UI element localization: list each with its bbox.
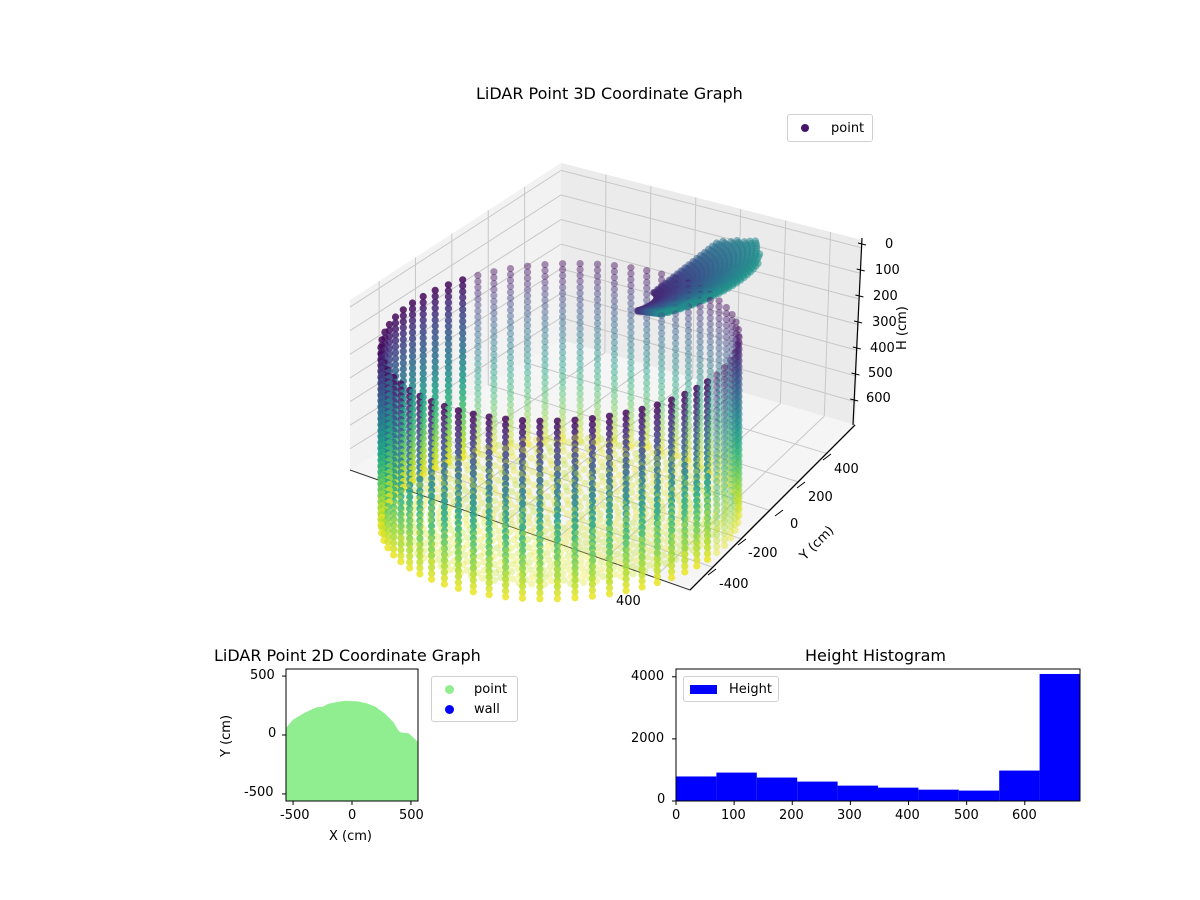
legend-point-marker-icon (801, 124, 809, 132)
y-tick-400: 400 (834, 462, 859, 477)
chart-2d-legend: point wall (431, 676, 518, 722)
chart-3d-legend: point (787, 114, 873, 142)
hist-y-tick-4000: 4000 (631, 669, 664, 684)
legend-height-swatch-icon (690, 685, 717, 694)
legend-point-label: point (831, 121, 864, 136)
x-tick-400: 400 (616, 594, 641, 609)
x2d-tick-0: 0 (348, 808, 356, 823)
y-tick-0: 0 (790, 517, 798, 532)
y-tick-neg400: -400 (719, 577, 749, 592)
z-tick-100: 100 (875, 263, 900, 278)
legend-point-label: point (474, 682, 507, 697)
histogram-legend: Height (683, 676, 779, 702)
x2d-tick-500: 500 (399, 808, 424, 823)
hist-x-tick-200: 200 (779, 808, 804, 823)
hist-y-tick-2000: 2000 (631, 731, 664, 746)
y2d-tick-neg500: -500 (244, 785, 274, 800)
z-tick-300: 300 (872, 315, 897, 330)
z-tick-500: 500 (868, 366, 893, 381)
y-tick-200: 200 (808, 490, 833, 505)
chart-2d-title: LiDAR Point 2D Coordinate Graph (214, 646, 481, 665)
x2d-tick-neg500: -500 (280, 808, 310, 823)
legend-point-marker-icon (445, 685, 454, 694)
chart-3d-canvas (0, 0, 1200, 640)
legend-wall-marker-icon (445, 705, 454, 714)
y2d-tick-0: 0 (268, 726, 276, 741)
histogram-title: Height Histogram (805, 646, 946, 665)
hist-x-tick-300: 300 (837, 808, 862, 823)
z-tick-600: 600 (866, 391, 891, 406)
legend-height-label: Height (729, 682, 772, 697)
hist-x-tick-500: 500 (954, 808, 979, 823)
hist-x-tick-0: 0 (672, 808, 680, 823)
z-tick-0: 0 (885, 237, 893, 252)
y2d-tick-500: 500 (250, 668, 275, 683)
hist-x-tick-400: 400 (895, 808, 920, 823)
y2d-axis-label: Y (cm) (219, 715, 234, 757)
legend-wall-label: wall (474, 702, 500, 717)
hist-x-tick-600: 600 (1012, 808, 1037, 823)
z-tick-200: 200 (873, 289, 898, 304)
z-tick-400: 400 (870, 341, 895, 356)
hist-x-tick-100: 100 (721, 808, 746, 823)
hist-y-tick-0: 0 (657, 792, 665, 807)
x2d-axis-label: X (cm) (329, 829, 372, 844)
z-axis-label: H (cm) (895, 306, 910, 350)
y-tick-neg200: -200 (748, 546, 778, 561)
